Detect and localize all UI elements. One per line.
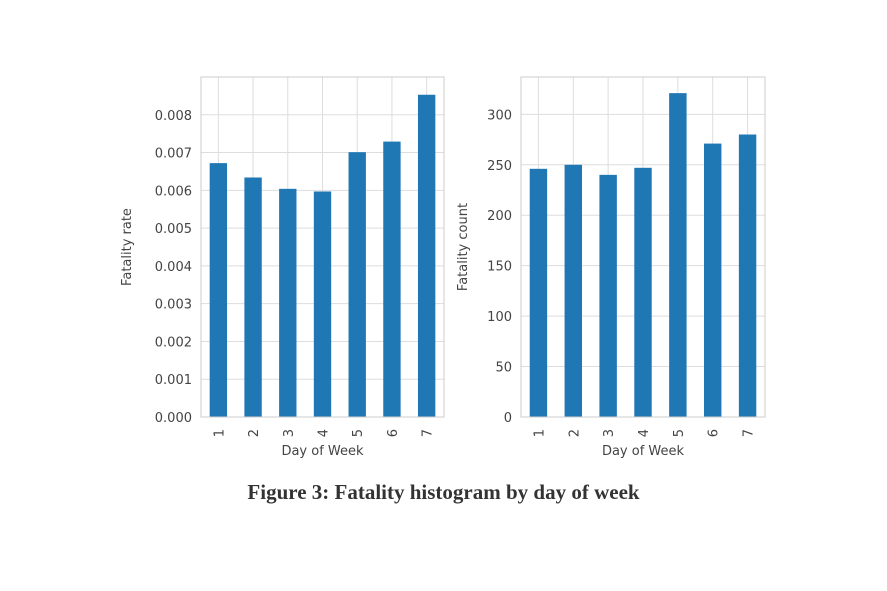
y-tick-label: 0.008 <box>155 109 192 124</box>
bar-day-1 <box>209 163 228 417</box>
x-tick-label: 4 <box>317 429 332 437</box>
y-tick-label: 0.007 <box>155 147 192 162</box>
bar-day-6 <box>704 143 722 418</box>
y-tick-label: 0.003 <box>155 298 192 313</box>
bar-day-6 <box>383 141 401 417</box>
x-tick-label: 7 <box>742 429 757 437</box>
y-tick-label: 0.000 <box>155 411 192 426</box>
y-tick-label: 50 <box>495 361 512 376</box>
y-tick-label: 150 <box>487 260 512 275</box>
x-tick-label: 1 <box>212 429 227 437</box>
x-tick-label: 5 <box>672 429 687 437</box>
y-tick-label: 0 <box>504 411 512 426</box>
x-tick-label: 3 <box>282 429 297 437</box>
y-axis-label: Fatality rate <box>120 208 135 286</box>
x-tick-label: 6 <box>386 429 401 437</box>
x-tick-label: 3 <box>602 429 617 437</box>
bar-day-4 <box>634 167 652 417</box>
x-axis-label: Day of Week <box>602 444 685 459</box>
figure-caption: Figure 3: Fatality histogram by day of w… <box>247 480 640 504</box>
y-tick-label: 0.006 <box>155 184 192 199</box>
x-tick-label: 5 <box>351 429 366 437</box>
chart-rate: 0.000 0.001 0.002 0.003 0.004 0.005 0.006 0.007… <box>120 76 445 459</box>
x-tick-label: 2 <box>247 429 262 437</box>
y-tick-label: 200 <box>487 209 512 224</box>
y-tick-label: 100 <box>487 310 512 325</box>
bar-day-7 <box>417 94 436 417</box>
x-tick-label: 6 <box>707 429 722 437</box>
chart-count: 0 50 100 150 200 250 300 1 2 3 4 5 6 7 Day of Week Fata… <box>456 76 766 459</box>
x-axis-label: Day of Week <box>281 444 364 459</box>
y-tick-label: 0.001 <box>155 373 192 388</box>
y-axis-label: Fatality count <box>456 203 471 291</box>
bar-day-2 <box>564 164 582 417</box>
bar-day-5 <box>669 93 687 418</box>
plot-frame <box>200 76 445 418</box>
x-tick-label: 7 <box>421 429 436 437</box>
bar-day-3 <box>599 174 617 417</box>
y-tick-label: 250 <box>487 159 512 174</box>
y-tick-label: 300 <box>487 108 512 123</box>
x-tick-label: 4 <box>637 429 652 437</box>
bar-day-7 <box>738 134 757 417</box>
bar-day-2 <box>244 177 262 417</box>
bar-day-5 <box>348 152 366 417</box>
y-tick-label: 0.005 <box>155 222 192 237</box>
x-tick-label: 1 <box>532 429 547 437</box>
plot-frame <box>520 76 766 418</box>
bar-day-4 <box>313 191 332 417</box>
bar-day-3 <box>279 188 297 417</box>
y-tick-label: 0.002 <box>155 335 192 350</box>
bar-day-1 <box>529 168 548 417</box>
x-tick-label: 2 <box>567 429 582 437</box>
y-tick-label: 0.004 <box>155 260 192 275</box>
